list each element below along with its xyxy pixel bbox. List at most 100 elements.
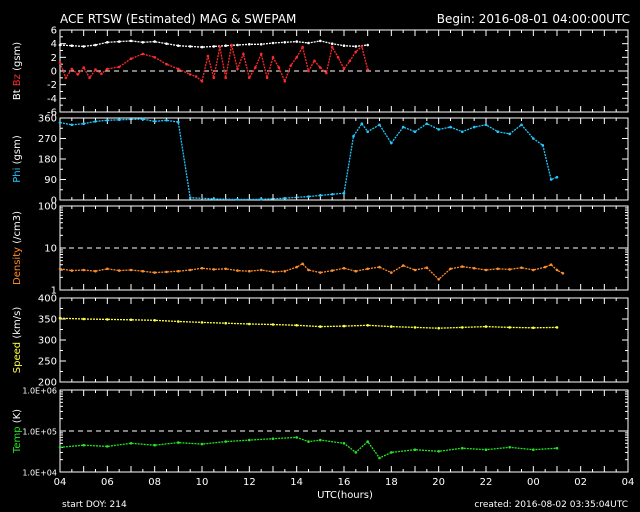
x-axis-label: UTC(hours): [317, 490, 373, 501]
x-axis: 04 06 08 10 12 14 16 18 20 22 00 02 04: [54, 477, 635, 488]
data-point: [82, 66, 85, 69]
panel-frame: [59, 117, 629, 201]
x-tick-label: 00: [527, 477, 540, 488]
y-tick-label: 100: [38, 202, 57, 213]
data-point: [295, 436, 299, 439]
y-tick-label: 90: [44, 175, 57, 186]
data-point: [437, 128, 441, 131]
data-point: [319, 438, 322, 442]
data-point: [165, 62, 168, 66]
x-tick-label: 04: [622, 477, 635, 488]
y-tick-label: 0: [51, 67, 57, 78]
data-point: [283, 41, 287, 44]
data-point: [271, 41, 275, 45]
data-point: [224, 321, 227, 325]
data-point: [94, 120, 97, 123]
data-point: [82, 317, 85, 321]
data-point: [378, 456, 381, 460]
y-axis-label-part: (km/s): [12, 307, 23, 342]
data-point: [141, 41, 145, 44]
data-point: [555, 175, 559, 179]
y-axis-label-part: Temp: [12, 426, 23, 454]
data-point: [413, 326, 417, 329]
data-point: [188, 73, 192, 76]
data-point: [283, 80, 287, 83]
data-point: [165, 42, 168, 45]
data-point: [129, 268, 133, 272]
y-tick-label: -6: [47, 108, 57, 119]
data-point: [153, 40, 156, 43]
data-point: [94, 68, 97, 71]
data-point: [461, 265, 464, 268]
data-point: [188, 196, 192, 199]
x-tick-label: 22: [480, 477, 493, 488]
y-axis-label: Temp (K): [12, 409, 23, 454]
data-point: [342, 266, 346, 270]
data-point: [295, 40, 299, 43]
data-point: [508, 268, 512, 271]
panel-density: 100 10 1 Density (/cm3): [12, 202, 629, 297]
data-point: [248, 438, 251, 442]
data-point: [330, 42, 334, 45]
data-point: [82, 122, 85, 125]
data-point: [342, 324, 346, 328]
data-point: [508, 132, 512, 136]
panel-temp: 1.0E+06 1.0E+05 1.0E+04 Temp (K): [12, 387, 629, 478]
data-point: [378, 265, 381, 269]
y-tick-label: 2: [51, 53, 57, 64]
data-point: [271, 56, 275, 59]
data-point: [401, 264, 405, 267]
data-point: [106, 267, 109, 271]
data-point: [254, 66, 257, 69]
data-point: [425, 122, 429, 125]
data-point: [532, 326, 535, 330]
data-point: [366, 43, 370, 47]
data-point: [177, 44, 180, 47]
y-axis-label-part: (gsm): [12, 135, 23, 167]
data-point: [484, 268, 488, 272]
data-point: [94, 269, 97, 273]
data-point: [366, 440, 370, 443]
data-point: [259, 43, 263, 46]
data-point: [230, 43, 233, 47]
data-point: [165, 270, 168, 274]
data-point: [236, 67, 239, 71]
data-point: [224, 76, 227, 80]
data-point: [58, 61, 62, 65]
data-point: [177, 67, 180, 71]
data-point: [354, 451, 358, 454]
data-point: [378, 123, 381, 127]
data-point: [319, 66, 322, 69]
data-point: [58, 446, 62, 449]
data-point: [295, 56, 299, 59]
data-point: [366, 267, 370, 271]
data-point: [413, 130, 417, 133]
data-point: [106, 67, 109, 71]
data-point: [541, 144, 545, 147]
data-point: [106, 119, 109, 122]
data-point: [129, 57, 133, 60]
x-tick-label: 12: [243, 477, 256, 488]
data-point: [366, 324, 370, 327]
y-axis-label-part: (/cm3): [12, 211, 23, 247]
y-tick-label: 6: [51, 26, 57, 37]
y-tick-label: -4: [47, 94, 57, 105]
data-point: [200, 45, 204, 49]
x-tick-label: 16: [338, 477, 351, 488]
y-tick-label: -2: [47, 80, 57, 91]
data-point: [520, 123, 523, 127]
data-point: [58, 43, 62, 47]
data-point: [200, 321, 204, 324]
data-point: [496, 267, 500, 271]
start-doy: start DOY: 214: [62, 500, 127, 510]
data-point: [153, 271, 156, 274]
data-point: [58, 267, 62, 271]
series-phi: [59, 118, 558, 201]
data-point: [307, 69, 310, 73]
data-point: [461, 326, 464, 329]
data-point: [265, 76, 269, 80]
data-point: [295, 324, 299, 327]
data-point: [117, 269, 121, 272]
y-tick-label: 1.0E+04: [22, 469, 57, 478]
